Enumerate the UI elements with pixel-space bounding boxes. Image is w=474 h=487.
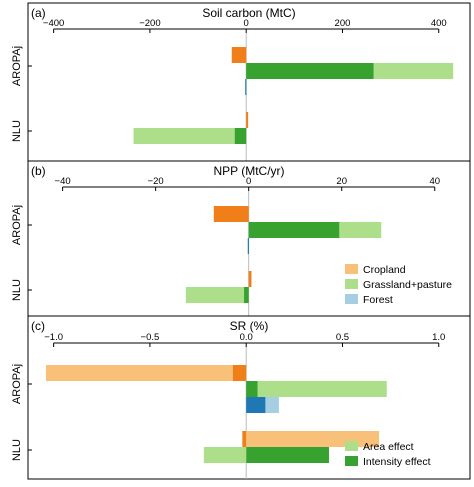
- panel-1-legend-label-0: Cropland: [363, 264, 406, 276]
- panel-1-category-0: AROPAj: [11, 205, 23, 245]
- panel-1-tick-label-0: −40: [55, 176, 71, 187]
- panel-2-bar-aropaj-forest-area: [265, 397, 279, 413]
- panel-2-bar-nlu-grassland-intensity: [246, 447, 329, 463]
- panel-0-bar-nlu-grassland-intensity: [234, 128, 247, 144]
- panel-2-legend-label-0: Area effect: [363, 441, 414, 453]
- panel-1-legend-swatch-1: [345, 279, 358, 289]
- panel-2-tick-label-0: −1.0: [44, 332, 63, 343]
- panel-0-bar-nlu-cropland-intensity: [246, 112, 249, 128]
- panel-1-legend-swatch-2: [345, 294, 358, 304]
- panel-0-label: (a): [31, 6, 46, 20]
- panel-1-bar-aropaj-grassland-intensity: [248, 222, 340, 238]
- panel-1-tick-label-3: 20: [336, 176, 347, 187]
- panel-1-tick-label-4: 40: [429, 176, 440, 187]
- panel-1-bar-nlu-grassland-intensity: [244, 287, 249, 303]
- panel-0-bar-aropaj-grassland-area: [373, 63, 454, 79]
- panel-2-frame: [27, 315, 471, 480]
- panel-1-bar-aropaj-forest-intensity: [247, 238, 249, 254]
- panel-1-title: NPP (MtC/yr): [213, 164, 284, 178]
- panel-2-legend-label-1: Intensity effect: [363, 456, 431, 468]
- panel-0-tick-label-1: −200: [139, 18, 160, 29]
- panel-0-bar-aropaj-grassland-intensity: [246, 63, 374, 79]
- panel-0-tick-label-3: 200: [335, 18, 351, 29]
- panel-1-bar-nlu-cropland-intensity: [248, 271, 252, 287]
- panel-1-bar-aropaj-cropland-intensity: [213, 206, 249, 222]
- panel-0-category-0: AROPAj: [11, 46, 23, 86]
- panel-2-legend-swatch-1: [345, 456, 358, 466]
- panel-0-tick-label-0: −400: [43, 18, 64, 29]
- panel-1-legend-swatch-0: [345, 264, 358, 274]
- panel-2-tick-label-4: 1.0: [432, 332, 445, 343]
- panel-2-bar-aropaj-cropland-area: [45, 365, 233, 381]
- panel-0-bar-aropaj-cropland-intensity: [231, 47, 247, 63]
- panel-1-bar-nlu-grassland-area: [185, 287, 245, 303]
- panel-2-bar-aropaj-cropland-intensity: [232, 365, 247, 381]
- panel-1-category-1: NLU: [11, 279, 23, 301]
- panel-1-tick-label-2: 0: [246, 176, 251, 187]
- panel-1-label: (b): [31, 164, 46, 178]
- panel-1-tick-label-1: −20: [148, 176, 164, 187]
- panel-1-legend-label-2: Forest: [363, 294, 393, 306]
- panel-2-tick-label-3: 0.5: [336, 332, 349, 343]
- panel-2-label: (c): [31, 319, 45, 333]
- panel-2-bar-aropaj-grassland-intensity: [246, 381, 258, 397]
- panel-0-tick-label-2: 0: [244, 18, 249, 29]
- panel-2-bar-nlu-grassland-area: [203, 447, 247, 463]
- panel-0-title: Soil carbon (MtC): [202, 6, 295, 20]
- panel-0-tick-label-4: 400: [431, 18, 447, 29]
- panel-2-bar-nlu-cropland-area: [246, 431, 380, 447]
- panel-2-legend-swatch-0: [345, 441, 358, 451]
- panel-2-tick-label-1: −0.5: [141, 332, 160, 343]
- panel-2-bar-aropaj-forest-intensity: [246, 397, 266, 413]
- panel-2-tick-label-2: 0.0: [240, 332, 253, 343]
- panel-0-frame: [27, 2, 471, 162]
- panel-0-bar-nlu-grassland-area: [133, 128, 235, 144]
- panel-0-bar-aropaj-forest-intensity: [245, 79, 247, 95]
- panel-2-category-0: AROPAj: [11, 364, 23, 404]
- panel-1-bar-aropaj-grassland-area: [339, 222, 382, 238]
- panel-2-bar-aropaj-grassland-area: [257, 381, 387, 397]
- panel-2-bar-nlu-cropland-intensity: [242, 431, 247, 447]
- panel-1-legend-label-1: Grassland+pasture: [363, 279, 452, 291]
- panel-0-category-1: NLU: [11, 120, 23, 142]
- panel-2-title: SR (%): [230, 319, 269, 333]
- panel-2-category-1: NLU: [11, 439, 23, 461]
